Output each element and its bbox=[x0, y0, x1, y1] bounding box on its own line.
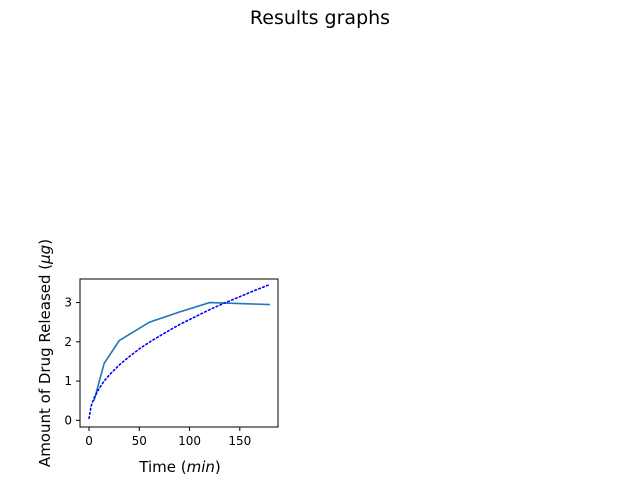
series-line-1 bbox=[93, 301, 270, 401]
x-tick-label: 50 bbox=[132, 434, 147, 448]
axes-frame bbox=[79, 278, 279, 428]
x-tick-label: 0 bbox=[85, 434, 93, 448]
y-axis-label: Amount of Drug Released (μg) bbox=[36, 239, 54, 467]
series-line-2 bbox=[88, 283, 271, 420]
y-tick-label: 2 bbox=[64, 335, 72, 349]
y-tick-label: 3 bbox=[64, 296, 72, 310]
y-tick-label: 1 bbox=[64, 374, 72, 388]
y-tick-label: 0 bbox=[64, 413, 72, 427]
x-tick-label: 150 bbox=[228, 434, 251, 448]
figure-title: Results graphs bbox=[249, 7, 391, 29]
x-tick-label: 100 bbox=[178, 434, 201, 448]
x-axis-label: Time (min) bbox=[138, 458, 221, 476]
